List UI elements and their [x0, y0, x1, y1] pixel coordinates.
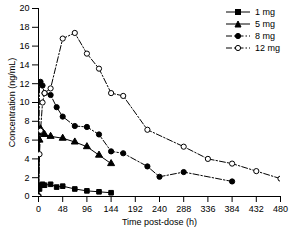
svg-text:336: 336	[200, 204, 215, 214]
html-text:1 mg: 1 mg	[255, 7, 275, 17]
svg-text:12: 12	[19, 79, 29, 89]
svg-text:96: 96	[82, 204, 92, 214]
svg-text:4: 4	[24, 154, 29, 164]
svg-text:288: 288	[176, 204, 191, 214]
svg-text:384: 384	[225, 204, 240, 214]
svg-text:480: 480	[273, 204, 288, 214]
svg-text:16: 16	[19, 41, 29, 51]
svg-text:240: 240	[152, 204, 167, 214]
html-text:8 mg: 8 mg	[255, 31, 275, 41]
svg-text:2: 2	[24, 173, 29, 183]
svg-text:144: 144	[104, 204, 119, 214]
svg-text:0: 0	[24, 191, 29, 201]
svg-text:192: 192	[128, 204, 143, 214]
svg-text:48: 48	[58, 204, 68, 214]
svg-text:432: 432	[249, 204, 264, 214]
svg-text:Concentration (ng/mL): Concentration (ng/mL)	[7, 58, 17, 148]
svg-text:6: 6	[24, 135, 29, 145]
svg-text:8: 8	[24, 116, 29, 126]
html-text:5 mg: 5 mg	[255, 19, 275, 29]
svg-text:18: 18	[19, 22, 29, 32]
svg-text:Time post-dose (h): Time post-dose (h)	[122, 217, 197, 227]
html-text:12 mg: 12 mg	[255, 43, 280, 53]
svg-text:0: 0	[36, 204, 41, 214]
svg-text:10: 10	[19, 97, 29, 107]
svg-text:14: 14	[19, 60, 29, 70]
svg-text:20: 20	[19, 3, 29, 13]
